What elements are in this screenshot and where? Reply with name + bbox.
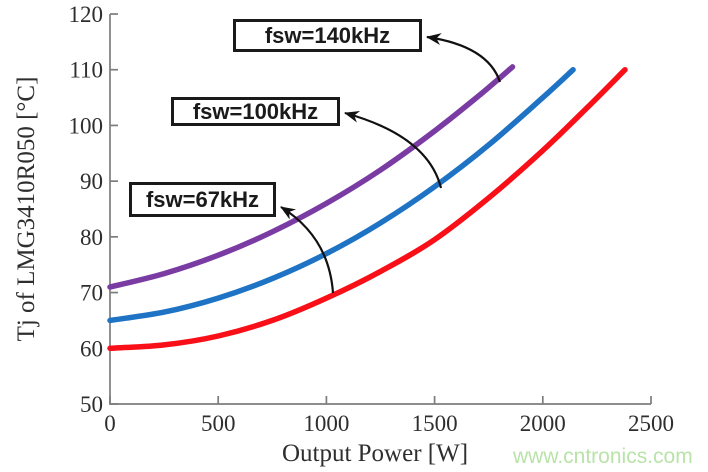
- y-tick-label: 50: [80, 392, 103, 417]
- y-axis-label: Tj of LMG3410R050 [°C]: [13, 76, 40, 342]
- y-tick-label: 80: [80, 225, 103, 250]
- annotation-box: fsw=140kHz: [233, 19, 422, 52]
- x-tick-label: 1500: [412, 411, 458, 436]
- x-axis-label: Output Power [W]: [281, 440, 469, 467]
- y-tick-label: 60: [80, 336, 103, 361]
- data-curves: [107, 64, 628, 352]
- annotation-label-text: fsw=100kHz: [192, 98, 319, 124]
- annotation-box: fsw=67kHz: [129, 182, 276, 217]
- annotation-box: fsw=100kHz: [171, 97, 340, 126]
- annotation-label-text: fsw=140kHz: [264, 22, 391, 48]
- y-tick-label: 70: [80, 281, 103, 306]
- y-tick-label: 120: [69, 2, 104, 27]
- x-tick-label: 1000: [303, 411, 349, 436]
- annotation-arrow: [280, 206, 335, 294]
- curve-fsw-100khz: [107, 66, 576, 324]
- curve-fsw-140khz: [107, 64, 516, 290]
- annotation-label-text: fsw=67kHz: [145, 186, 260, 212]
- watermark: www.cntronics.com: [513, 445, 693, 468]
- annotation-arrow: [344, 110, 443, 189]
- y-tick-label: 90: [80, 169, 103, 194]
- y-tick-label: 110: [69, 58, 103, 83]
- axes: 0 500 1000 1500 2000 2500 50 60 70 80 90 100 110 120: [69, 2, 675, 436]
- y-tick-label: 100: [69, 113, 104, 138]
- annotation-arrows: [280, 33, 502, 294]
- x-tick-label: 0: [104, 411, 116, 436]
- curve-fsw-67khz: [107, 66, 628, 352]
- x-tick-label: 500: [201, 411, 236, 436]
- x-tick-label: 2000: [520, 411, 566, 436]
- annotation-arrow: [426, 33, 502, 83]
- x-tick-label: 2500: [628, 411, 674, 436]
